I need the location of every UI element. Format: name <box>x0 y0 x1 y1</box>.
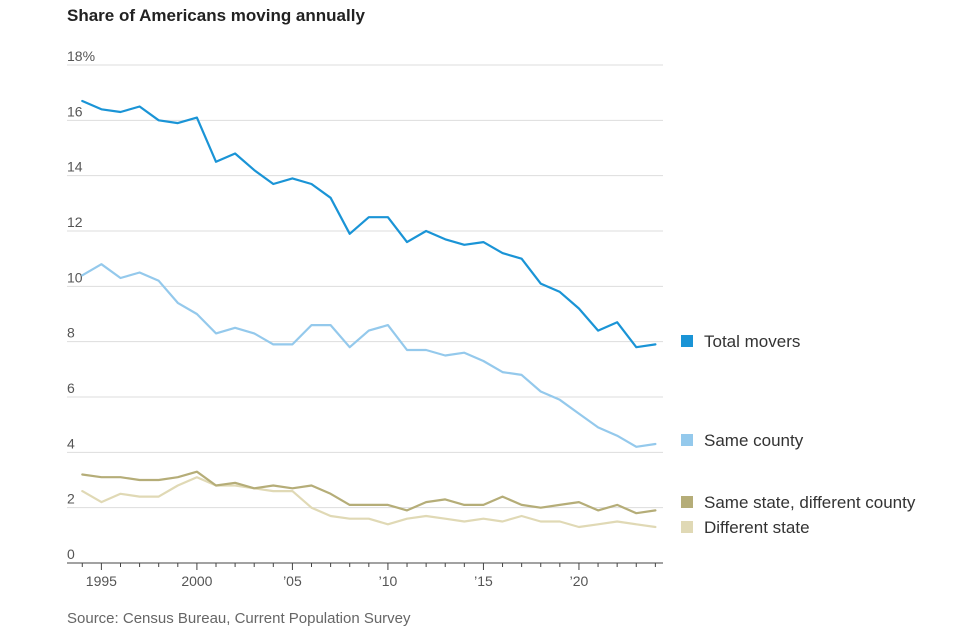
y-tick-label: 0 <box>67 546 75 562</box>
y-tick-label: 6 <box>67 380 75 396</box>
y-tick-label: 4 <box>67 435 75 451</box>
legend-swatch <box>681 521 693 533</box>
y-tick-label: 12 <box>67 214 83 230</box>
y-tick-label: 14 <box>67 159 83 175</box>
x-tick-label: 2000 <box>181 573 212 589</box>
x-tick-label: ’05 <box>283 573 302 589</box>
source-note: Source: Census Bureau, Current Populatio… <box>67 610 411 627</box>
y-tick-label: 8 <box>67 325 75 341</box>
legend-label: Total movers <box>704 332 800 351</box>
x-tick-label: ’20 <box>570 573 589 589</box>
legend-label: Different state <box>704 518 810 537</box>
series-line-different-state <box>81 476 657 529</box>
legend: Total movers Same county Same state, diffe… <box>681 332 916 537</box>
series-line-same-county <box>81 263 657 448</box>
legend-swatch <box>681 434 693 446</box>
x-tick-label: ’10 <box>379 573 398 589</box>
chart-title: Share of Americans moving annually <box>67 6 365 25</box>
y-axis-ticks: 0 2 4 6 8 10 12 14 16 18% <box>67 48 95 562</box>
legend-label: Same state, different county <box>704 493 916 512</box>
legend-swatch <box>681 335 693 347</box>
x-axis: 1995 2000 ’05 ’10 ’15 ’20 <box>67 562 663 589</box>
x-tick-label: 1995 <box>86 573 117 589</box>
legend-label: Same county <box>704 431 804 450</box>
y-tick-label: 10 <box>67 269 83 285</box>
series-line-same-state-different-county <box>81 470 657 515</box>
x-tick-label: ’15 <box>474 573 493 589</box>
series-line-total-movers <box>81 99 657 349</box>
gridlines <box>67 64 663 509</box>
series-lines <box>81 99 657 529</box>
y-tick-label: 2 <box>67 491 75 507</box>
y-tick-label: 16 <box>67 103 83 119</box>
y-tick-label: 18% <box>67 48 95 64</box>
legend-swatch <box>681 496 693 508</box>
